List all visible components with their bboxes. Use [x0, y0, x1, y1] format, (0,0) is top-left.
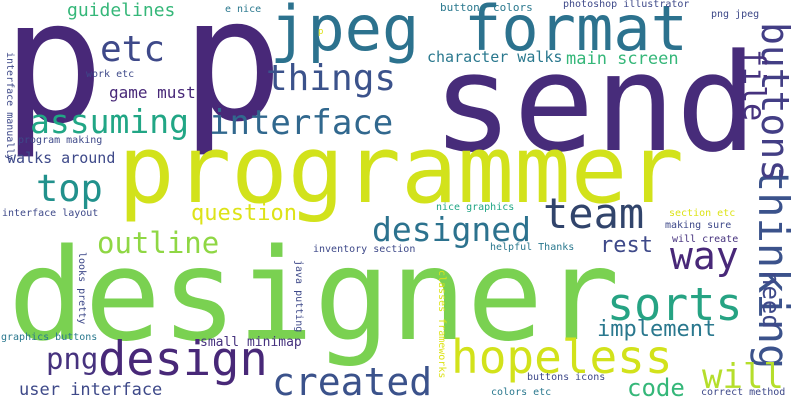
word-implement: implement — [597, 317, 717, 342]
word-etc: etc — [100, 29, 166, 70]
word-file: file — [736, 49, 771, 122]
word-will-create: will create — [672, 234, 739, 245]
word-walks-around: walks around — [7, 149, 116, 167]
word-programmer: programmer — [118, 116, 684, 225]
word-format: format — [464, 0, 688, 65]
word-java-putting: java putting — [293, 260, 304, 333]
word-main-screen: main screen — [566, 49, 679, 69]
word-png-jpeg: png jpeg — [711, 9, 760, 20]
word-classes-frameworks: classes frameworks — [436, 270, 447, 379]
word-outline: outline — [97, 226, 220, 260]
word-send: send — [432, 25, 758, 182]
word-looks-pretty: looks pretty — [76, 252, 87, 325]
word-colors-etc: colors etc — [491, 387, 552, 398]
word-designer: designer — [8, 221, 620, 369]
word-assuming: assuming — [30, 102, 189, 141]
word-question: question — [191, 201, 297, 226]
word-making-sure: making sure — [665, 220, 732, 231]
word-interface-layout: interface layout — [2, 208, 99, 219]
word-inventory-section: inventory section — [313, 244, 416, 255]
word-guidelines: guidelines — [67, 0, 176, 21]
word-correct-method: correct method — [701, 387, 786, 398]
word-buttons-icons: buttons icons — [527, 372, 606, 383]
word-things: things — [266, 58, 397, 99]
word-p-large-left: p — [2, 0, 105, 162]
word-helpful-thanks: helpful Thanks — [490, 242, 575, 253]
word-thinking: thinking — [749, 167, 798, 370]
word-user-interface: user interface — [19, 380, 163, 400]
word-need: need — [757, 271, 785, 329]
word-way: way — [670, 234, 739, 278]
word-p-large-right: p — [181, 0, 284, 160]
word-hopeless: hopeless — [451, 330, 673, 384]
word-team: team — [543, 189, 645, 238]
word-character-walks: character walks — [427, 48, 563, 66]
word-small-minimap: small minimap — [200, 335, 302, 350]
word-jpeg: jpeg — [270, 0, 420, 65]
word-rest: rest — [600, 233, 653, 258]
word-p-small: p — [318, 27, 324, 37]
word-created: created — [272, 360, 433, 400]
word-game-must: game must — [109, 83, 196, 102]
word-section-etc: section etc — [669, 208, 736, 219]
word-interface-manually: interface manually — [4, 52, 15, 161]
word-png: png — [46, 342, 99, 376]
word-interface: interface — [209, 103, 394, 143]
word-buttons-colors: buttons colors — [440, 1, 533, 14]
word-top: top — [36, 167, 103, 210]
word-graphics-buttons: graphics buttons — [1, 332, 98, 343]
word-will: will — [702, 357, 784, 397]
word-sorts: sorts — [607, 278, 743, 331]
word-designed: designed — [372, 210, 531, 249]
word-program-making: program making — [18, 135, 103, 146]
word-code: code — [627, 374, 685, 400]
word-e-nice: e nice — [225, 4, 262, 15]
word-design: design — [98, 332, 268, 387]
word-photoshop-illustrator: photoshop illustrator — [563, 0, 690, 10]
word-nice-graphics: nice graphics — [436, 202, 515, 213]
word-work-etc: work etc — [86, 69, 135, 80]
